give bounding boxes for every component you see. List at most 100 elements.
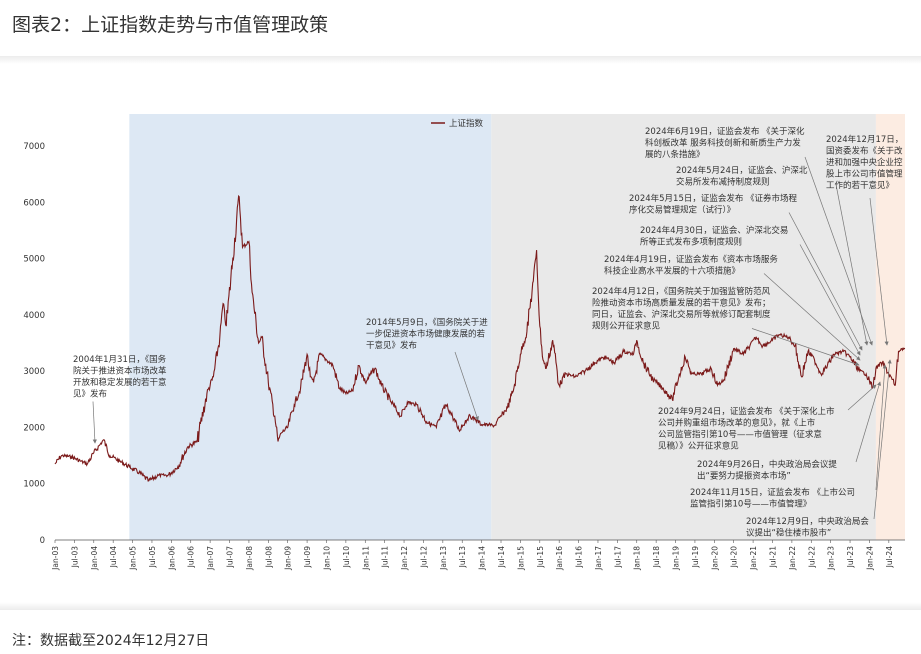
annotation-arrow bbox=[454, 351, 479, 421]
annotation-arrow bbox=[875, 364, 887, 491]
x-tick-label: Jul-16 bbox=[575, 546, 584, 569]
annotation-line: 2024年11月15日，证监会发布 《上市公司 bbox=[690, 487, 855, 498]
annotation-line: 2024年12月9日，中央政治局会 bbox=[746, 516, 869, 527]
x-tick-label: Jul-13 bbox=[458, 546, 467, 569]
annotation-line: 交易所发布减持制度规则 bbox=[676, 177, 770, 188]
x-tick-label: Jan-10 bbox=[322, 546, 331, 571]
x-tick-label: Jul-12 bbox=[419, 546, 428, 569]
x-tick-label: Jan-16 bbox=[555, 546, 564, 571]
x-tick-label: Jan-07 bbox=[206, 546, 215, 571]
annotation-line: 见稿）》公开征求意见 bbox=[658, 441, 739, 452]
y-tick-label: 2000 bbox=[23, 423, 45, 433]
annotation-line: 险推动资本市场高质量发展的若干意见》发布； bbox=[592, 298, 771, 309]
annotation-line: 2024年9月24日，证监会发布 《关于深化上市 bbox=[658, 406, 835, 417]
x-tick-label: Jul-03 bbox=[70, 546, 79, 569]
annotation-line: 公司监管指引第10号——市值管理（征求意 bbox=[658, 429, 822, 440]
x-tick-label: Jul-17 bbox=[613, 546, 622, 569]
annotation-line: 见》发布 bbox=[73, 389, 107, 400]
annotation-arrow bbox=[799, 244, 861, 356]
x-tick-label: Jan-17 bbox=[594, 546, 603, 571]
x-tick-label: Jan-13 bbox=[439, 546, 448, 571]
x-tick-label: Jan-08 bbox=[245, 546, 254, 571]
top-shadow bbox=[0, 56, 921, 64]
x-tick-label: Jan-11 bbox=[361, 546, 370, 571]
annotation-line: 2024年4月30日，证监会、沪深北交易 bbox=[640, 225, 788, 236]
annotation-line: 2024年4月12日，《国务院关于加强监管防范风 bbox=[592, 286, 771, 297]
annotation-line: 2024年5月24日，证监会、沪深北 bbox=[676, 165, 808, 176]
x-tick-label: Jul-18 bbox=[652, 546, 661, 569]
annotation-line: 同日，证监会、沪深北交易所等就修订配套制度 bbox=[592, 309, 771, 320]
annotation-4: 2024年12月17日，国资委发布《关于改进和加强中央企业控股上市公司市值管理工… bbox=[826, 134, 903, 346]
annotation-line: 开放和稳定发展的若干意 bbox=[73, 377, 167, 388]
annotation-arrow bbox=[835, 184, 869, 346]
x-tick-label: Jan-04 bbox=[90, 546, 99, 571]
annotation-line: 公司并购重组市场改革的意见》，就《上市 bbox=[658, 418, 816, 429]
x-tick-label: Jan-09 bbox=[284, 546, 293, 571]
annotation-line: 出“要努力提振资本市场” bbox=[697, 471, 791, 482]
annotation-line: 院关于推进资本市场改革 bbox=[73, 366, 167, 377]
x-tick-label: Jul-22 bbox=[807, 546, 816, 569]
annotation-line: 议提出“稳住楼市股市” bbox=[746, 528, 831, 539]
annotation-line: 2014年5月9日，《国务院关于进 bbox=[366, 317, 488, 328]
annotation-line: 进和加强中央企业控 bbox=[826, 157, 903, 168]
y-tick-label: 3000 bbox=[23, 367, 45, 377]
annotation-9: 2024年4月12日，《国务院关于加强监管防范风险推动资本市场高质量发展的若干意… bbox=[592, 286, 860, 366]
annotation-arrow bbox=[869, 197, 889, 346]
annotation-line: 展的八条措施》 bbox=[645, 149, 705, 160]
annotation-arrow bbox=[873, 359, 892, 520]
x-tick-label: Jan-24 bbox=[865, 546, 874, 571]
annotation-line: 工作的若干意见》 bbox=[826, 180, 894, 191]
annotation-arrow bbox=[855, 381, 882, 463]
annotation-line: 所等正式发布多项制度规则 bbox=[640, 237, 742, 248]
y-tick-label: 5000 bbox=[23, 255, 45, 265]
shaded-region-2 bbox=[491, 114, 876, 540]
x-tick-label: Jul-09 bbox=[303, 546, 312, 569]
annotation-line: 科创板改革 服务科技创新和新质生产力发 bbox=[645, 138, 801, 149]
bottom-shadow bbox=[0, 602, 921, 610]
x-tick-label: Jul-19 bbox=[691, 546, 700, 569]
x-tick-label: Jul-05 bbox=[148, 546, 157, 569]
annotation-line: 2024年6月19日，证监会发布 《关于深化 bbox=[645, 126, 805, 137]
x-tick-label: Jan-15 bbox=[516, 546, 525, 571]
x-tick-label: Jan-23 bbox=[827, 546, 836, 571]
y-tick-label: 0 bbox=[40, 536, 45, 546]
x-tick-label: Jan-18 bbox=[633, 546, 642, 571]
y-tick-label: 7000 bbox=[23, 142, 45, 152]
annotation-line: 序化交易管理规定（试行）》 bbox=[629, 205, 735, 216]
x-tick-label: Jul-21 bbox=[768, 546, 777, 569]
annotation-arrow bbox=[763, 273, 861, 361]
x-tick-label: Jul-20 bbox=[730, 546, 739, 569]
x-tick-label: Jan-06 bbox=[167, 546, 176, 571]
footnote: 注：数据截至2024年12月27日 bbox=[12, 633, 210, 649]
x-tick-label: Jul-10 bbox=[342, 546, 351, 569]
annotation-line: 2024年4月19日，证监会发布《资本市场服务 bbox=[604, 254, 778, 265]
x-tick-label: Jan-20 bbox=[710, 546, 719, 571]
annotation-line: 2024年9月26日，中央政治局会议提 bbox=[697, 459, 837, 470]
annotation-line: 2004年1月31日，《国务 bbox=[73, 354, 167, 365]
x-tick-label: Jul-24 bbox=[885, 546, 894, 569]
annotation-line: 监管指引第10号——市值管理》 bbox=[690, 499, 811, 510]
annotation-line: 干意见》发布 bbox=[366, 340, 417, 351]
x-tick-label: Jan-03 bbox=[51, 546, 60, 571]
annotation-10: 2024年9月24日，证监会发布 《关于深化上市公司并购重组市场改革的意见》，就… bbox=[658, 384, 877, 452]
x-tick-label: Jul-11 bbox=[381, 546, 390, 569]
annotation-line: 2024年5月15日，证监会发布 《证券市场程 bbox=[629, 193, 798, 204]
x-tick-label: Jan-21 bbox=[749, 546, 758, 571]
legend: 上证指数 bbox=[431, 118, 484, 129]
x-tick-label: Jul-07 bbox=[226, 546, 235, 569]
x-tick-label: Jul-04 bbox=[109, 546, 118, 569]
annotation-arrow bbox=[788, 212, 863, 351]
annotation-line: 一步促进资本市场健康发展的若 bbox=[366, 329, 486, 340]
x-tick-label: Jan-22 bbox=[788, 546, 797, 571]
legend-label: 上证指数 bbox=[449, 118, 484, 129]
y-tick-label: 1000 bbox=[23, 480, 45, 490]
